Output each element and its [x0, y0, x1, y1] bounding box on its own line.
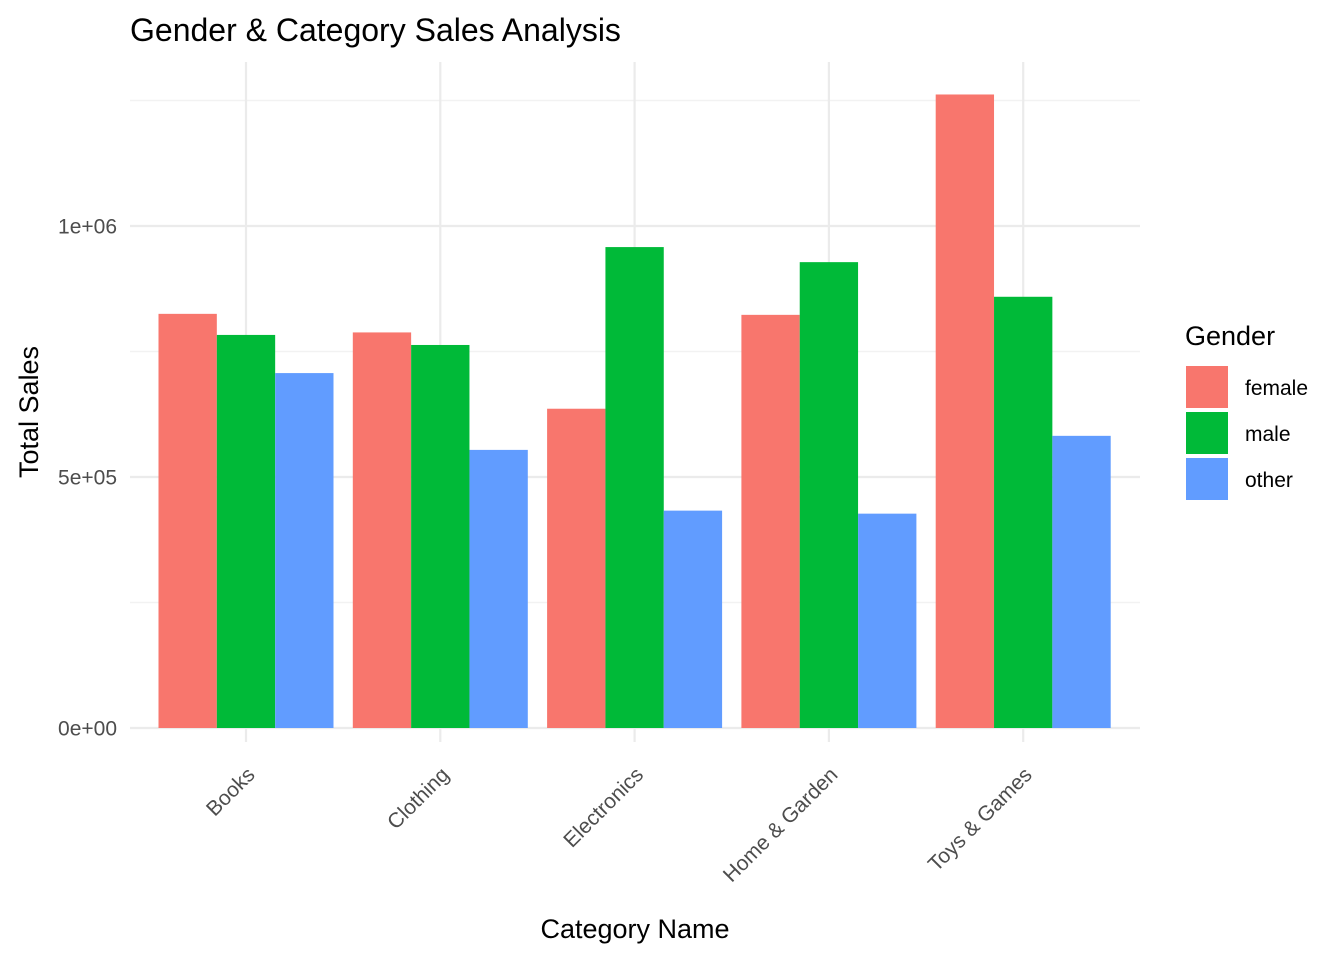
- y-tick-label: 0e+00: [58, 718, 117, 741]
- legend-label-other: other: [1245, 469, 1293, 492]
- bar-other: [469, 449, 528, 728]
- x-tick-label: Clothing: [383, 763, 454, 834]
- bar-female: [741, 314, 800, 728]
- x-axis-title: Category Name: [540, 914, 729, 944]
- bar-other: [275, 373, 334, 728]
- y-tick-label: 5e+05: [58, 467, 117, 490]
- x-tick-label: Books: [202, 763, 260, 821]
- x-tick-label: Home & Garden: [719, 763, 843, 887]
- legend-key-female: [1186, 366, 1228, 408]
- legend-label-female: female: [1245, 377, 1308, 400]
- chart-title: Gender & Category Sales Analysis: [130, 12, 621, 48]
- bar-female: [158, 313, 217, 728]
- legend-key-male: [1186, 412, 1228, 454]
- y-axis-title: Total Sales: [14, 346, 44, 478]
- bar-other: [858, 513, 917, 728]
- legend-key-other: [1186, 458, 1228, 500]
- bar-male: [605, 247, 664, 728]
- bar-male: [411, 344, 470, 728]
- y-axis-ticks: 0e+00 5e+05 1e+06: [58, 216, 117, 741]
- bar-male: [994, 296, 1053, 728]
- bars: [158, 94, 1111, 729]
- x-axis-ticks: Books Clothing Electronics Home & Garden Toy…: [202, 763, 1037, 887]
- y-tick-label: 1e+06: [58, 216, 117, 239]
- legend-label-male: male: [1245, 423, 1291, 446]
- x-tick-label: Electronics: [559, 763, 648, 852]
- bar-female: [547, 408, 606, 728]
- bar-male: [799, 262, 859, 728]
- bar-male: [216, 334, 276, 728]
- bar-other: [663, 510, 723, 728]
- bar-female: [935, 94, 995, 729]
- x-tick-label: Toys & Games: [924, 763, 1037, 876]
- legend: Gender female male other: [1185, 321, 1308, 500]
- bar-female: [352, 332, 412, 728]
- bar-other: [1052, 435, 1111, 728]
- legend-title: Gender: [1185, 321, 1275, 351]
